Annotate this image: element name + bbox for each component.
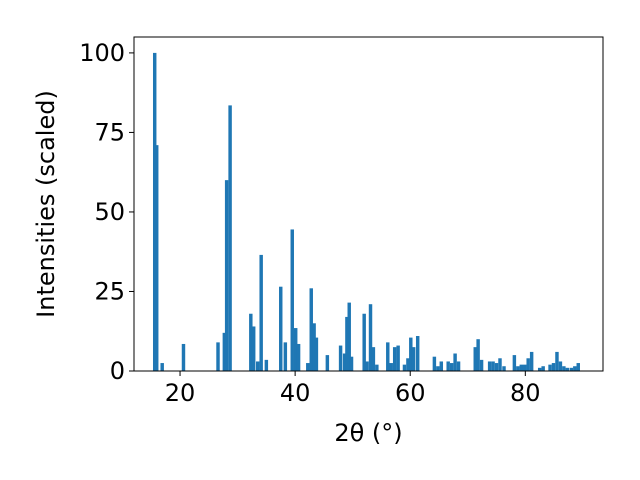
bar-35 — [392, 347, 397, 371]
bar-42 — [432, 356, 437, 371]
x-tick-label: 20 — [165, 379, 196, 407]
bar-49 — [473, 347, 477, 371]
y-tick-label: 75 — [94, 118, 125, 146]
x-tick-label: 80 — [510, 379, 541, 407]
bar-71 — [569, 367, 574, 371]
bar-12 — [264, 359, 269, 371]
bar-61 — [526, 358, 530, 371]
bar-18 — [306, 363, 310, 371]
y-tick-label: 0 — [110, 357, 125, 385]
bar-15 — [290, 229, 294, 371]
bar-36 — [396, 345, 400, 371]
bar-26 — [347, 302, 351, 371]
y-tick-label: 100 — [79, 39, 125, 67]
bar-45 — [446, 361, 450, 371]
bar-10 — [256, 361, 260, 371]
bar-7 — [228, 105, 232, 371]
y-axis: 0 25 50 75 100 — [79, 39, 134, 385]
bar-37 — [402, 364, 407, 371]
bar-3 — [181, 343, 186, 371]
bar-72 — [573, 366, 577, 371]
bar-43 — [436, 366, 440, 371]
bar-21 — [314, 337, 319, 371]
bar-25 — [345, 316, 349, 371]
bar-17 — [296, 343, 301, 371]
bar-64 — [541, 366, 545, 371]
bar-65 — [548, 364, 552, 371]
bar-20 — [312, 323, 316, 371]
bar-59 — [519, 364, 524, 371]
bar-53 — [491, 361, 495, 371]
bar-67 — [555, 351, 559, 371]
bar-30 — [368, 304, 373, 371]
x-tick-label: 60 — [395, 379, 426, 407]
bar-38 — [406, 358, 410, 371]
bar-63 — [537, 367, 542, 371]
bar-62 — [529, 351, 534, 371]
y-tick-label: 50 — [94, 198, 125, 226]
bar-52 — [487, 361, 492, 371]
y-axis-label: Intensities (scaled) — [32, 90, 60, 318]
bar-series — [152, 52, 580, 372]
bar-50 — [476, 339, 480, 371]
bar-16 — [293, 328, 298, 371]
bar-5 — [222, 332, 227, 371]
bar-22 — [325, 355, 330, 371]
bar-57 — [512, 355, 517, 371]
bar-1 — [155, 145, 159, 371]
bar-34 — [389, 363, 393, 371]
bar-28 — [362, 313, 366, 371]
bar-24 — [342, 353, 347, 371]
bar-54 — [494, 363, 499, 371]
bar-6 — [224, 180, 229, 371]
x-axis-label: 2θ (°) — [334, 419, 402, 447]
bar-55 — [498, 358, 502, 371]
bar-0 — [152, 52, 157, 372]
bar-40 — [411, 347, 416, 371]
bar-29 — [365, 361, 369, 371]
bar-2 — [160, 363, 164, 371]
bar-69 — [562, 366, 566, 371]
bar-19 — [309, 288, 313, 371]
x-tick-label: 40 — [280, 379, 311, 407]
y-tick-label: 25 — [94, 277, 125, 305]
bar-60 — [523, 364, 527, 371]
bar-56 — [502, 366, 506, 371]
bar-66 — [551, 363, 556, 371]
bar-48 — [456, 361, 461, 371]
bar-44 — [439, 361, 444, 371]
bar-32 — [375, 364, 379, 371]
bar-33 — [386, 342, 390, 371]
bar-23 — [338, 345, 343, 371]
bar-70 — [565, 367, 570, 371]
bar-68 — [558, 361, 563, 371]
bar-8 — [249, 313, 253, 371]
bar-14 — [283, 342, 288, 371]
bar-47 — [453, 353, 457, 371]
bar-13 — [279, 286, 283, 371]
bar-31 — [371, 347, 376, 371]
bar-9 — [251, 326, 256, 371]
plot-frame — [133, 36, 604, 372]
x-axis: 20 40 60 80 — [165, 371, 541, 407]
bar-27 — [349, 356, 354, 371]
bar-4 — [216, 342, 220, 371]
bar-11 — [259, 254, 263, 371]
bar-46 — [449, 363, 454, 371]
bar-73 — [576, 363, 580, 371]
bar-51 — [479, 359, 484, 371]
bar-39 — [409, 337, 413, 371]
bar-41 — [415, 336, 420, 371]
bar-58 — [516, 366, 520, 371]
